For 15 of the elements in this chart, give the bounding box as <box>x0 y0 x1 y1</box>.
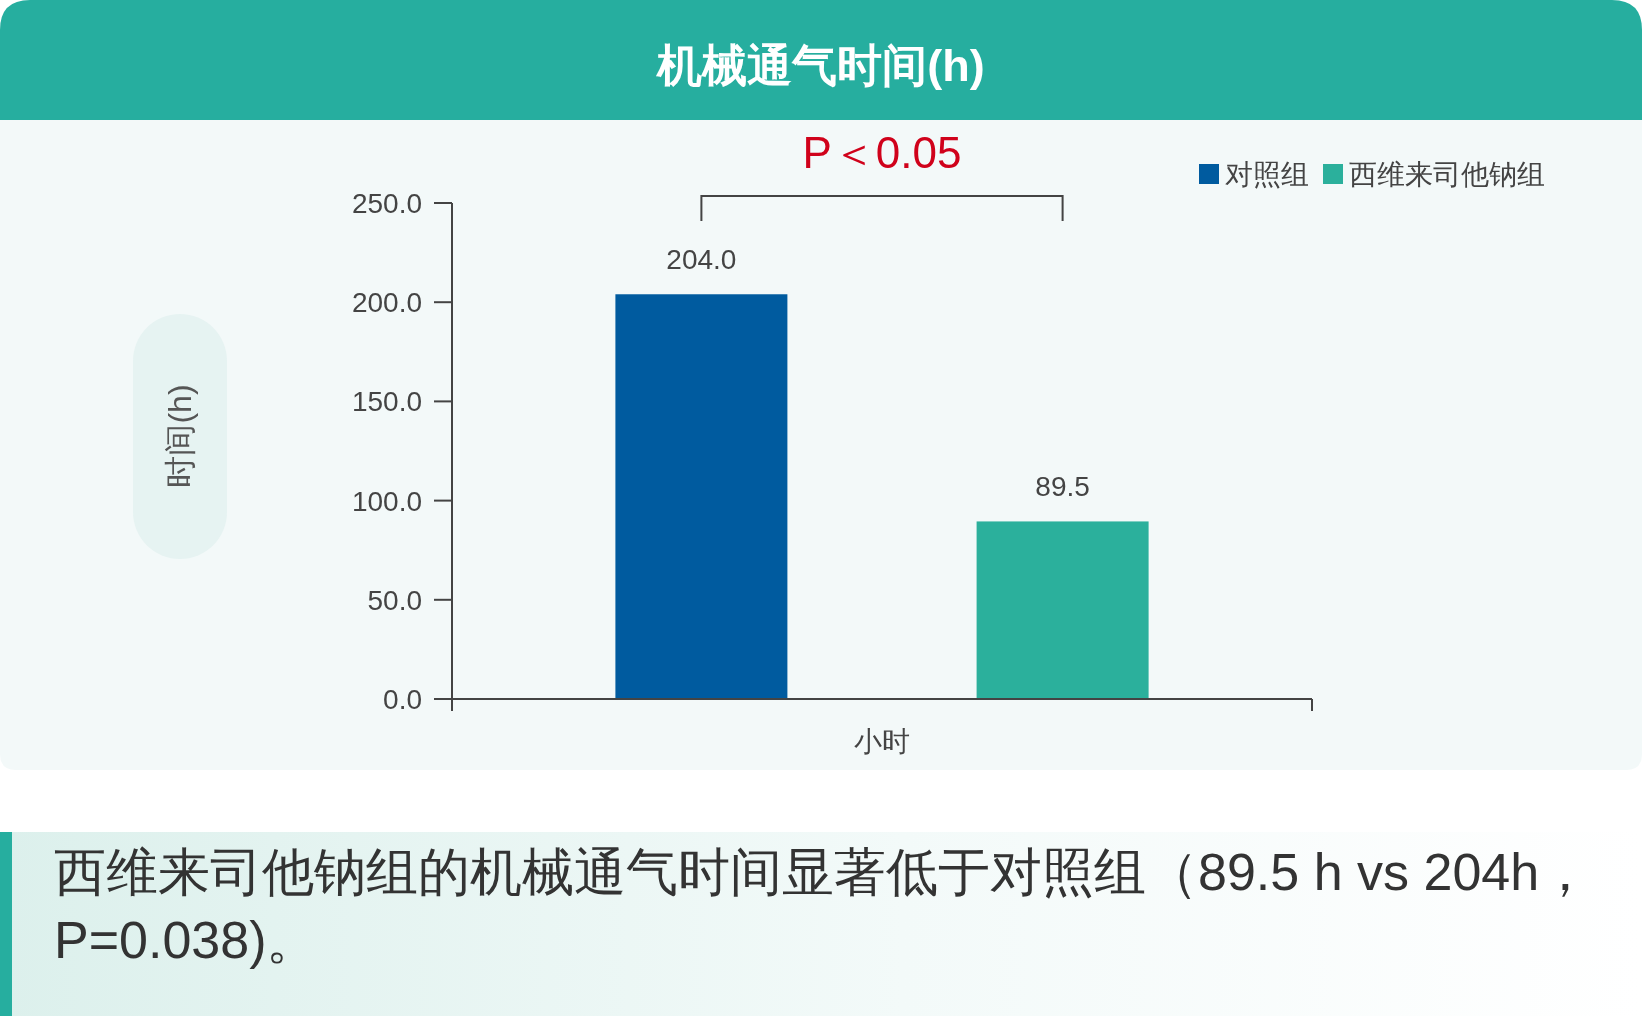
chart-title: 机械通气时间(h) <box>655 40 985 91</box>
legend-label: 西维来司他钠组 <box>1349 159 1545 190</box>
text: 西维来司他钠组的机械通气时间显著低于对照组（89.5 h vs 204h，P=0.038)。 <box>54 842 1593 971</box>
data-label: 89.5 <box>1035 471 1090 503</box>
data-label: 204.0 <box>666 244 737 276</box>
x-tick-label: 小时 <box>854 726 910 757</box>
y-tick-label: 150.0 <box>351 386 422 418</box>
y-tick-label: 0.0 <box>383 684 422 715</box>
y-tick-label: 250.0 <box>351 188 422 219</box>
y-tick-label: 50.0 <box>367 584 422 616</box>
legend-label: 对照组 <box>1225 159 1309 190</box>
y-axis-title: 时间(h) <box>162 384 198 488</box>
y-tick-label: 200.0 <box>351 287 422 319</box>
text: P＜0.05 <box>802 128 962 177</box>
y-tick-label: 100.0 <box>351 485 422 517</box>
